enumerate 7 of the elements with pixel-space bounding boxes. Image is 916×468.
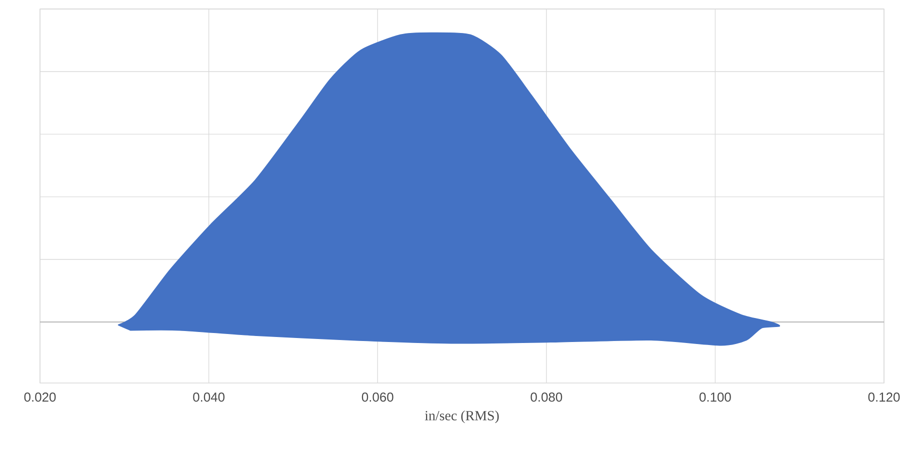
x-tick-label: 0.080 <box>530 392 562 402</box>
x-axis-title: in/sec (RMS) <box>424 410 499 424</box>
x-tick-label: 0.120 <box>868 392 900 402</box>
x-tick-label: 0.040 <box>193 392 225 402</box>
x-tick-label: 0.100 <box>700 392 731 402</box>
x-tick-label: 0.020 <box>24 392 56 402</box>
x-tick-label: 0.060 <box>362 392 394 402</box>
